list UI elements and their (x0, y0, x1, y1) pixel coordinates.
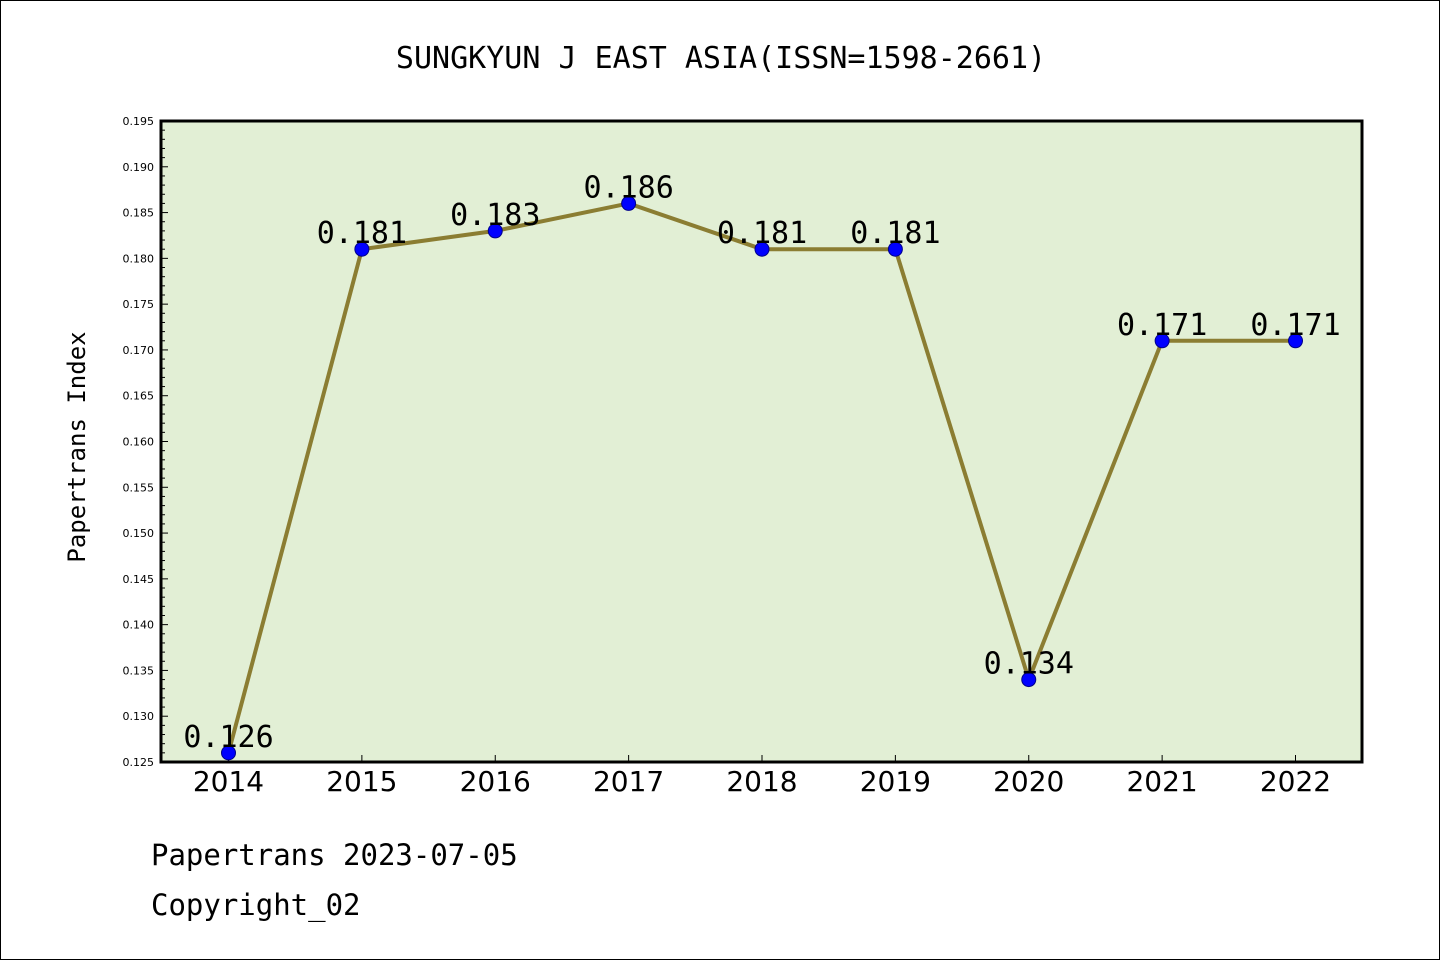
y-axis-label: Papertrans Index (63, 331, 91, 562)
y-tick-label: 0.180 (123, 252, 155, 265)
x-tick-label: 2017 (593, 765, 664, 798)
data-label: 0.181 (317, 216, 407, 251)
y-tick-label: 0.140 (123, 619, 155, 632)
y-tick-label: 0.160 (123, 436, 155, 449)
y-tick-label: 0.150 (123, 527, 155, 540)
x-tick-label: 2016 (460, 765, 531, 798)
data-point (1021, 672, 1037, 688)
y-tick-label: 0.170 (123, 344, 155, 357)
data-label: 0.134 (984, 647, 1074, 682)
y-tick-label: 0.145 (123, 573, 155, 586)
y-axis: 0.125 0.130 0.135 0.140 0.145 0.150 0.155 0.160… (123, 115, 168, 769)
x-tick-label: 2022 (1260, 765, 1331, 798)
y-tick-label: 0.135 (123, 664, 155, 677)
y-tick-label: 0.125 (123, 756, 155, 769)
chart-title: SUNGKYUN J EAST ASIA(ISSN=1598-2661) (396, 41, 1046, 76)
data-point (221, 745, 236, 761)
footer-date: Papertrans 2023-07-05 (151, 838, 518, 872)
data-point (487, 223, 503, 239)
data-series (221, 195, 1303, 761)
data-point (887, 241, 903, 257)
data-label: 0.186 (583, 170, 673, 205)
x-tick-label: 2018 (726, 765, 797, 798)
x-tick-label: 2021 (1126, 765, 1197, 798)
data-point (1288, 333, 1303, 349)
data-label: 0.171 (1117, 308, 1207, 343)
y-tick-label: 0.195 (123, 115, 155, 128)
y-tick-label: 0.175 (123, 298, 155, 311)
data-point (754, 241, 770, 257)
y-tick-label: 0.155 (123, 481, 155, 494)
data-label: 0.181 (850, 216, 940, 251)
footer-copyright: Copyright_02 (151, 888, 361, 923)
x-tick-label: 2014 (193, 765, 264, 798)
x-tick-label: 2015 (326, 765, 397, 798)
data-label: 0.183 (450, 198, 540, 233)
data-point (1154, 333, 1170, 349)
data-label: 0.171 (1250, 308, 1340, 343)
plot-area (159, 119, 1364, 764)
data-label: 0.181 (717, 216, 807, 251)
data-label: 0.126 (183, 720, 273, 755)
data-point (621, 195, 637, 211)
x-tick-label: 2019 (860, 765, 931, 798)
x-axis: 2014 2015 2016 2017 2018 2019 2020 2021 2022 (193, 755, 1331, 798)
y-tick-label: 0.165 (123, 390, 155, 403)
y-tick-label: 0.185 (123, 207, 155, 220)
x-tick-label: 2020 (993, 765, 1064, 798)
y-tick-label: 0.190 (123, 161, 155, 174)
data-labels: 0.126 0.181 0.183 0.186 0.181 0.181 0.134 0.171… (183, 170, 1340, 754)
data-point (354, 241, 370, 257)
y-tick-label: 0.130 (123, 710, 155, 723)
